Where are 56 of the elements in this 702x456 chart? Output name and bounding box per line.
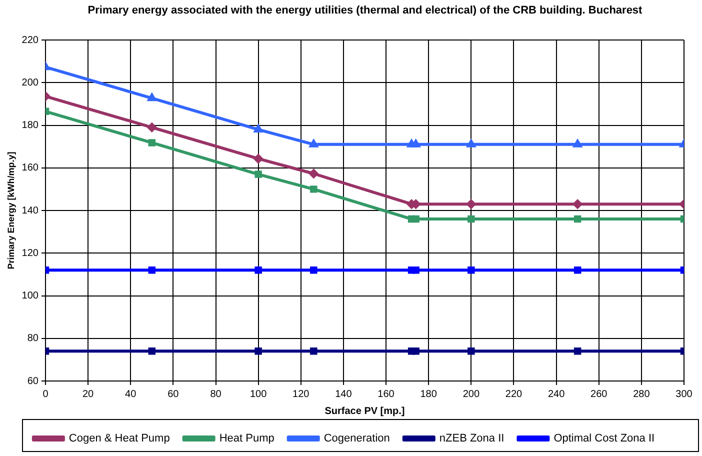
- point: [574, 266, 582, 274]
- point: [254, 266, 262, 274]
- legend-label: Cogen & Heat Pump: [68, 432, 170, 445]
- legend-label: Heat Pump: [219, 432, 274, 445]
- x-tick-label: 300: [676, 388, 693, 400]
- point: [309, 169, 318, 178]
- point: [468, 215, 475, 223]
- x-tick-label: 180: [420, 388, 438, 400]
- x-tick-label: 120: [292, 388, 310, 400]
- x-tick-label: 100: [250, 388, 268, 400]
- point: [147, 122, 156, 132]
- point: [310, 186, 318, 193]
- point: [412, 266, 420, 274]
- y-tick-label: 200: [22, 77, 39, 88]
- x-tick-label: 20: [82, 388, 94, 400]
- x-tick-label: 220: [505, 388, 523, 400]
- point: [574, 215, 582, 223]
- point: [254, 154, 263, 164]
- x-tick-label: 160: [378, 388, 395, 400]
- x-tick-label: 280: [633, 388, 650, 400]
- y-tick-label: 100: [22, 290, 39, 302]
- x-tick-label: 200: [462, 388, 480, 400]
- legend-label: Cogeneration: [324, 432, 390, 445]
- point: [468, 266, 475, 274]
- x-tick-label: 40: [125, 388, 137, 400]
- point: [254, 170, 262, 178]
- point: [310, 348, 318, 355]
- x-tick-label: 260: [590, 388, 608, 400]
- x-tick-label: 80: [210, 388, 222, 400]
- y-tick-label: 180: [22, 120, 39, 131]
- y-tick-label: 160: [22, 162, 39, 174]
- point: [148, 348, 156, 355]
- point: [412, 215, 420, 223]
- x-tick-label: 0: [42, 388, 49, 400]
- point: [466, 200, 476, 209]
- point: [148, 139, 156, 146]
- point: [310, 266, 318, 274]
- y-axis-title: Primary Energy [kWh/mp.y]: [6, 152, 16, 270]
- y-tick-label: 140: [22, 205, 39, 216]
- y-tick-label: 220: [22, 34, 39, 46]
- point: [148, 266, 156, 274]
- chart-title: Primary energy associated with the energy utilities (thermal and electrical) of the CRB building. Bucharest: [88, 4, 643, 17]
- x-tick-label: 60: [168, 388, 180, 400]
- legend-label: Optimal Cost Zona II: [554, 432, 655, 445]
- x-tick-label: 140: [335, 388, 352, 400]
- point: [574, 348, 582, 355]
- y-tick-label: 60: [27, 376, 39, 387]
- point: [412, 348, 420, 355]
- point: [468, 348, 475, 355]
- y-tick-label: 120: [22, 248, 39, 259]
- y-tick-label: 80: [27, 333, 39, 344]
- point: [254, 348, 262, 355]
- x-tick-label: 240: [548, 388, 566, 400]
- legend-label: nZEB Zona II: [439, 432, 504, 445]
- x-axis-title: Surface PV [mp.]: [324, 406, 405, 417]
- point: [573, 200, 582, 209]
